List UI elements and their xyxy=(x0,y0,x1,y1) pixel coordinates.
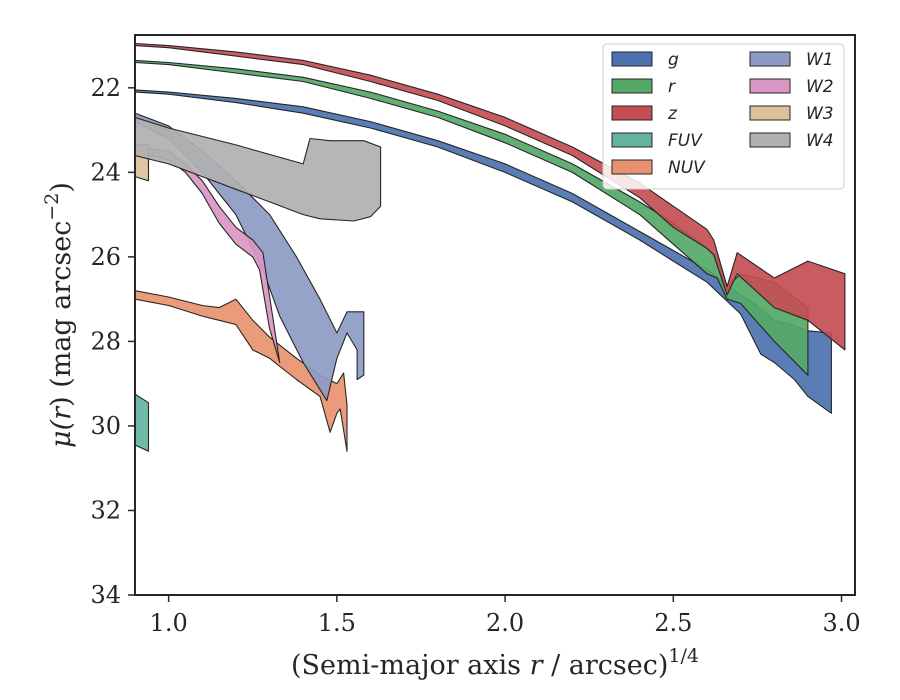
legend-label-fuv: FUV xyxy=(668,131,703,151)
legend-label-w3: W3 xyxy=(806,104,834,124)
y-tick-label: 28 xyxy=(90,327,121,355)
legend-swatch-w3 xyxy=(749,105,791,121)
series-band-w1 xyxy=(135,112,365,402)
legend-swatch-w2 xyxy=(749,78,791,94)
y-tick-label: 22 xyxy=(90,74,121,102)
series-band-nuv xyxy=(135,290,348,452)
x-axis-label: (Semi-major axis r / arcsec)1/4 xyxy=(291,645,699,681)
y-tick-label: 30 xyxy=(90,412,121,440)
x-tick-label: 2.0 xyxy=(486,609,524,637)
axes-frame xyxy=(134,34,856,596)
y-tick-label: 26 xyxy=(90,243,121,271)
legend-swatch-r xyxy=(611,78,653,94)
series-band-w2 xyxy=(135,146,281,364)
legend-swatch-w4 xyxy=(749,132,791,148)
series-band-z xyxy=(135,42,846,351)
series-band-r xyxy=(135,59,809,376)
y-tick-label: 34 xyxy=(90,581,121,609)
x-tick-label: 1.0 xyxy=(150,609,188,637)
legend-swatch-z xyxy=(611,105,653,121)
axis-ticks: 1.0 1.5 2.0 2.5 3.0 22 24 26 28 30 32 34 xyxy=(90,74,860,637)
legend-label-r: r xyxy=(668,77,676,97)
y-axis-label: μ(r) (mag arcsec−2) xyxy=(41,182,77,448)
legend-swatch-g xyxy=(611,51,653,67)
series-band-fuv xyxy=(135,393,150,452)
legend-swatch-nuv xyxy=(611,159,653,175)
plot-area xyxy=(135,42,846,452)
legend-label-w4: W4 xyxy=(806,131,834,151)
y-tick-label: 24 xyxy=(90,158,121,186)
legend-label-g: g xyxy=(668,50,679,70)
legend-label-w1: W1 xyxy=(806,50,834,70)
series-band-g xyxy=(135,89,832,414)
legend-swatch-w1 xyxy=(749,51,791,67)
legend-label-w2: W2 xyxy=(806,77,834,97)
x-tick-label: 3.0 xyxy=(822,609,860,637)
x-tick-label: 2.5 xyxy=(654,609,692,637)
y-tick-label: 32 xyxy=(90,496,121,524)
legend-label-nuv: NUV xyxy=(668,158,706,178)
legend-swatch-fuv xyxy=(611,132,653,148)
x-tick-label: 1.5 xyxy=(318,609,356,637)
legend-label-z: z xyxy=(667,104,678,124)
series-band-w4 xyxy=(135,116,382,222)
legend: grz FUV NUV W1 W2 W3 W4 xyxy=(602,43,845,190)
